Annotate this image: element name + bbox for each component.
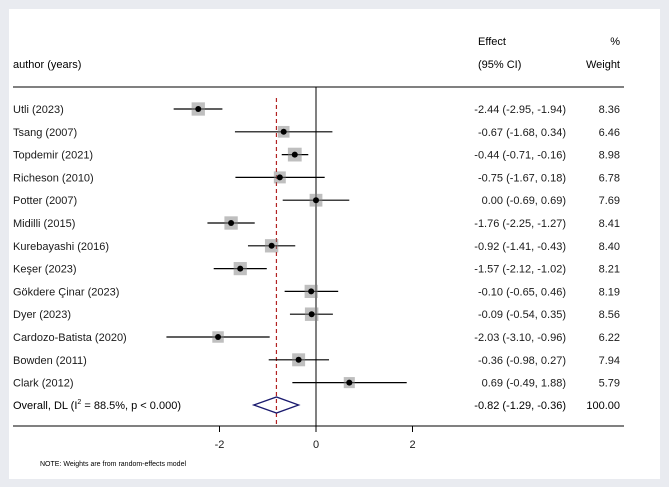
overall-diamond xyxy=(251,396,301,414)
ci-text: -0.44 (-0.71, -0.16) xyxy=(474,150,566,162)
x-tick-label: -2 xyxy=(215,439,225,451)
study-row: Kurebayashi (2016) -0.92 (-1.41, -0.43) 8.… xyxy=(13,239,620,253)
weight-text: 8.98 xyxy=(599,150,620,162)
header-effect: Effect xyxy=(478,36,506,48)
study-row: Midilli (2015) -1.76 (-2.25, -1.27) 8.41 xyxy=(13,216,620,230)
point-estimate xyxy=(215,334,222,340)
study-row: Dyer (2023) -0.09 (-0.54, 0.35) 8.56 xyxy=(13,307,620,321)
ci-text: -0.75 (-1.67, 0.18) xyxy=(478,172,566,184)
header-study: author (years) xyxy=(13,59,81,71)
ci-text: 0.00 (-0.69, 0.69) xyxy=(482,195,566,207)
weight-text: 5.79 xyxy=(599,378,620,390)
x-tick-label: 0 xyxy=(313,439,319,451)
point-estimate xyxy=(268,242,275,249)
weight-text: 6.46 xyxy=(599,127,620,139)
overall-ci-text: -0.82 (-1.29, -0.36) xyxy=(474,400,566,412)
point-estimate xyxy=(228,220,235,226)
header-ci: (95% CI) xyxy=(478,59,521,71)
weight-text: 8.56 xyxy=(599,309,620,321)
x-axis-ticks: -2 0 2 xyxy=(215,426,416,451)
study-row: Richeson (2010) -0.75 (-1.67, 0.18) 6.78 xyxy=(13,171,620,184)
table-header: author (years) Effect (95% CI) % Weight xyxy=(13,36,620,71)
study-label: Potter (2007) xyxy=(13,195,77,207)
weight-text: 7.94 xyxy=(599,355,620,367)
ci-text: -2.03 (-3.10, -0.96) xyxy=(474,332,566,344)
ci-text: -0.67 (-1.68, 0.34) xyxy=(478,127,566,139)
point-estimate xyxy=(295,356,302,363)
point-estimate xyxy=(195,106,202,112)
point-estimate xyxy=(346,379,353,386)
study-row: Clark (2012) 0.69 (-0.49, 1.88) 5.79 xyxy=(13,377,620,390)
header-weight-pct: % xyxy=(610,36,620,48)
study-row: Utli (2023) -2.44 (-2.95, -1.94) 8.36 xyxy=(13,102,620,116)
weight-text: 7.69 xyxy=(599,195,620,207)
ci-text: 0.69 (-0.49, 1.88) xyxy=(482,378,566,390)
ci-text: -1.76 (-2.25, -1.27) xyxy=(474,218,566,230)
overall-label: Overall, DL (I2 = 88.5%, p < 0.000) xyxy=(13,399,181,412)
study-row: Gökdere Çinar (2023) -0.10 (-0.65, 0.46) 8… xyxy=(13,284,620,298)
weight-text: 8.21 xyxy=(599,264,620,276)
overall-weight-text: 100.00 xyxy=(586,400,620,412)
ci-text: -0.09 (-0.54, 0.35) xyxy=(478,309,566,321)
study-row: Keşer (2023) -1.57 (-2.12, -1.02) 8.21 xyxy=(13,262,620,276)
point-estimate xyxy=(237,265,244,272)
study-label: Utli (2023) xyxy=(13,104,64,116)
point-estimate xyxy=(308,288,315,295)
weight-text: 8.19 xyxy=(599,286,620,298)
point-estimate xyxy=(308,311,315,318)
point-estimate xyxy=(313,197,319,204)
ci-text: -0.92 (-1.41, -0.43) xyxy=(474,241,566,253)
weight-text: 8.36 xyxy=(599,104,620,116)
study-rows: Utli (2023) -2.44 (-2.95, -1.94) 8.36 Tsang… xyxy=(13,102,620,390)
point-estimate xyxy=(280,128,287,135)
point-estimate xyxy=(276,174,283,181)
study-row: Topdemir (2021) -0.44 (-0.71, -0.16) 8.98 xyxy=(13,147,620,162)
ci-text: -0.36 (-0.98, 0.27) xyxy=(478,355,566,367)
study-label: Midilli (2015) xyxy=(13,218,75,230)
study-label: Tsang (2007) xyxy=(13,127,77,139)
x-tick-label: 2 xyxy=(409,439,415,451)
study-label: Keşer (2023) xyxy=(13,264,77,276)
study-label: Topdemir (2021) xyxy=(13,150,93,162)
overall-row: Overall, DL (I2 = 88.5%, p < 0.000) -0.8… xyxy=(13,396,620,414)
footnote: NOTE: Weights are from random-effects mo… xyxy=(40,461,186,468)
study-label: Clark (2012) xyxy=(13,378,74,390)
study-row: Potter (2007) 0.00 (-0.69, 0.69) 7.69 xyxy=(13,193,620,207)
weight-text: 6.22 xyxy=(599,332,620,344)
study-label: Bowden (2011) xyxy=(13,355,87,367)
study-label: Gökdere Çinar (2023) xyxy=(13,286,119,298)
ci-text: -2.44 (-2.95, -1.94) xyxy=(474,104,566,116)
study-label: Kurebayashi (2016) xyxy=(13,241,109,253)
study-row: Bowden (2011) -0.36 (-0.98, 0.27) 7.94 xyxy=(13,353,620,367)
study-label: Richeson (2010) xyxy=(13,172,94,184)
weight-text: 8.41 xyxy=(599,218,620,230)
ci-text: -0.10 (-0.65, 0.46) xyxy=(478,286,566,298)
header-weight: Weight xyxy=(586,59,620,71)
point-estimate xyxy=(291,151,298,158)
reference-lines xyxy=(275,87,317,426)
study-label: Dyer (2023) xyxy=(13,309,71,321)
ci-text: -1.57 (-2.12, -1.02) xyxy=(474,264,566,276)
study-row: Cardozo-Batista (2020) -2.03 (-3.10, -0.9… xyxy=(13,331,620,344)
weight-text: 8.40 xyxy=(599,241,620,253)
weight-text: 6.78 xyxy=(599,172,620,184)
study-label: Cardozo-Batista (2020) xyxy=(13,332,127,344)
study-row: Tsang (2007) -0.67 (-1.68, 0.34) 6.46 xyxy=(13,125,620,139)
